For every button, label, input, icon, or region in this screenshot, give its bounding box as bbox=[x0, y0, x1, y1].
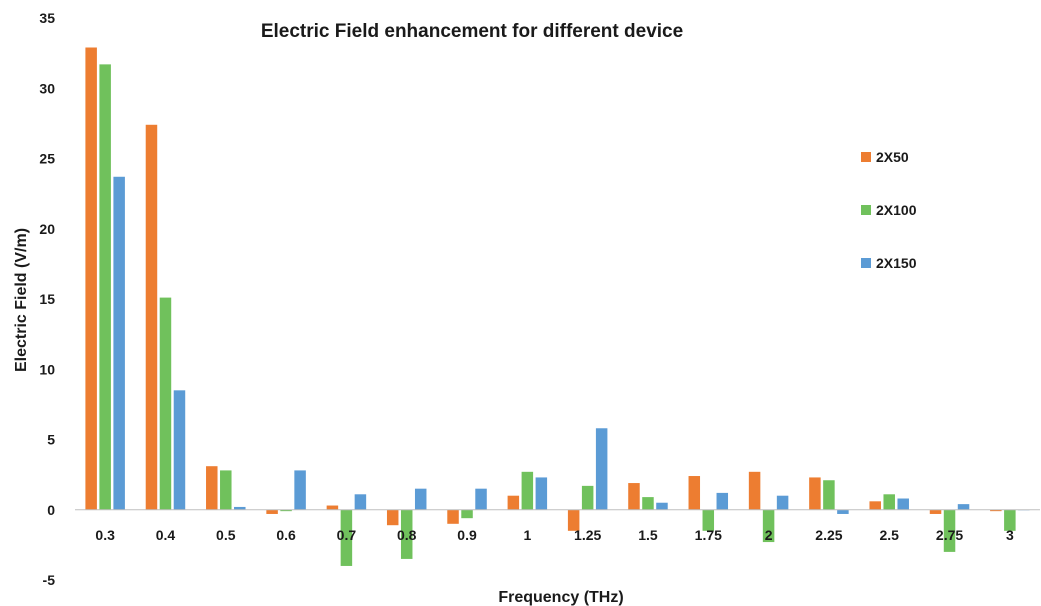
legend-label-2x100: 2X100 bbox=[876, 202, 917, 218]
bar-2x50-1_5 bbox=[628, 483, 640, 510]
y-tick-label: 30 bbox=[39, 80, 55, 96]
bars bbox=[85, 47, 1030, 566]
bar-2x100-2_5 bbox=[883, 494, 895, 510]
y-tick-label: 25 bbox=[39, 151, 55, 167]
bar-2x50-0_7 bbox=[326, 505, 339, 510]
x-tick-label: 1.25 bbox=[574, 527, 601, 543]
x-tick-label: 1.75 bbox=[695, 527, 722, 543]
bar-2x100-0_9 bbox=[461, 509, 473, 519]
x-tick-label: 0.6 bbox=[276, 527, 296, 543]
bar-2x50-0_8 bbox=[386, 509, 399, 526]
bar-2x100-0_7 bbox=[340, 509, 353, 566]
bar-2x150-1_5 bbox=[656, 502, 668, 510]
x-tick-label: 2 bbox=[765, 527, 773, 543]
x-tick-label: 2.75 bbox=[936, 527, 963, 543]
bar-2x50-1_25 bbox=[567, 509, 580, 531]
bar-2x50-1 bbox=[507, 495, 520, 510]
legend-label-2x150: 2X150 bbox=[876, 255, 917, 271]
bar-2x50-0_3 bbox=[85, 47, 97, 510]
x-tick-label: 0.7 bbox=[337, 527, 357, 543]
bar-2x150-0_7 bbox=[354, 494, 367, 510]
bar-2x100-0_5 bbox=[220, 470, 232, 510]
bar-2x100-1_75 bbox=[702, 509, 715, 531]
bar-2x50-2_25 bbox=[809, 477, 821, 510]
y-axis-ticks: -5 0 5 10 15 20 25 30 35 bbox=[39, 10, 55, 588]
x-tick-label: 0.5 bbox=[216, 527, 236, 543]
legend-label-2x50: 2X50 bbox=[876, 149, 909, 165]
x-tick-label: 3 bbox=[1006, 527, 1014, 543]
bar-2x100-1_5 bbox=[642, 497, 654, 510]
bar-2x150-1_25 bbox=[595, 428, 608, 510]
bar-2x150-1_75 bbox=[716, 492, 729, 510]
legend-swatch-2x50 bbox=[861, 152, 871, 162]
legend-swatch-2x100 bbox=[861, 205, 871, 215]
bar-2x100-2 bbox=[762, 509, 775, 543]
y-tick-label: 10 bbox=[39, 361, 55, 377]
y-tick-label: -5 bbox=[43, 572, 56, 588]
y-tick-label: 5 bbox=[47, 432, 55, 448]
bar-2x50-2_75 bbox=[929, 509, 942, 514]
bar-2x50-2 bbox=[748, 471, 761, 510]
bar-2x50-0_6 bbox=[266, 509, 278, 514]
bar-2x150-2 bbox=[776, 495, 789, 510]
x-tick-label: 0.4 bbox=[156, 527, 176, 543]
bar-2x150-2_25 bbox=[837, 509, 849, 514]
bar-2x150-2_5 bbox=[897, 498, 909, 510]
x-axis-ticks: 0.3 0.4 0.5 0.6 0.7 0.8 0.9 1 1.25 1.5 1.75 2 2.25 2.… bbox=[95, 527, 1014, 543]
x-tick-label: 2.5 bbox=[879, 527, 899, 543]
x-tick-label: 0.8 bbox=[397, 527, 417, 543]
bar-2x100-0_3 bbox=[99, 64, 111, 510]
bar-2x150-0_5 bbox=[234, 506, 246, 510]
bar-2x150-0_4 bbox=[173, 390, 186, 510]
chart-title: Electric Field enhancement for different… bbox=[261, 21, 683, 42]
bar-2x50-0_9 bbox=[447, 509, 459, 524]
legend: 2X50 2X100 2X150 bbox=[861, 149, 917, 271]
y-tick-label: 15 bbox=[39, 291, 55, 307]
x-axis-label: Frequency (THz) bbox=[498, 589, 623, 606]
x-tick-label: 1 bbox=[523, 527, 531, 543]
bar-2x150-0_8 bbox=[414, 488, 427, 510]
bar-2x150-2_75 bbox=[957, 504, 970, 510]
bar-2x100-2_75 bbox=[943, 509, 956, 552]
legend-swatch-2x150 bbox=[861, 258, 871, 268]
bar-2x150-0_3 bbox=[113, 176, 125, 510]
x-tick-label: 1.5 bbox=[638, 527, 658, 543]
y-axis-label: Electric Field (V/m) bbox=[13, 228, 30, 372]
y-tick-label: 35 bbox=[39, 10, 55, 26]
bar-2x100-0_6 bbox=[280, 509, 292, 512]
bar-2x150-0_9 bbox=[475, 488, 487, 510]
bar-2x50-0_4 bbox=[145, 124, 158, 510]
bar-2x100-1 bbox=[521, 471, 534, 510]
bar-2x150-0_6 bbox=[294, 470, 306, 510]
y-tick-label: 20 bbox=[39, 221, 55, 237]
bar-2x50-0_5 bbox=[206, 466, 218, 510]
x-tick-label: 0.3 bbox=[95, 527, 115, 543]
y-tick-label: 0 bbox=[47, 502, 55, 518]
x-tick-label: 0.9 bbox=[457, 527, 477, 543]
bar-2x50-1_75 bbox=[688, 476, 701, 510]
bar-2x150-1 bbox=[535, 477, 548, 510]
bar-2x50-2_5 bbox=[869, 501, 881, 510]
bar-2x100-0_4 bbox=[159, 297, 172, 510]
bar-2x50-3 bbox=[990, 509, 1002, 512]
bar-2x100-2_25 bbox=[823, 480, 835, 510]
bar-2x100-1_25 bbox=[581, 485, 594, 510]
bar-2x100-0_8 bbox=[400, 509, 413, 559]
x-tick-label: 2.25 bbox=[815, 527, 842, 543]
bar-2x100-3 bbox=[1004, 509, 1016, 531]
